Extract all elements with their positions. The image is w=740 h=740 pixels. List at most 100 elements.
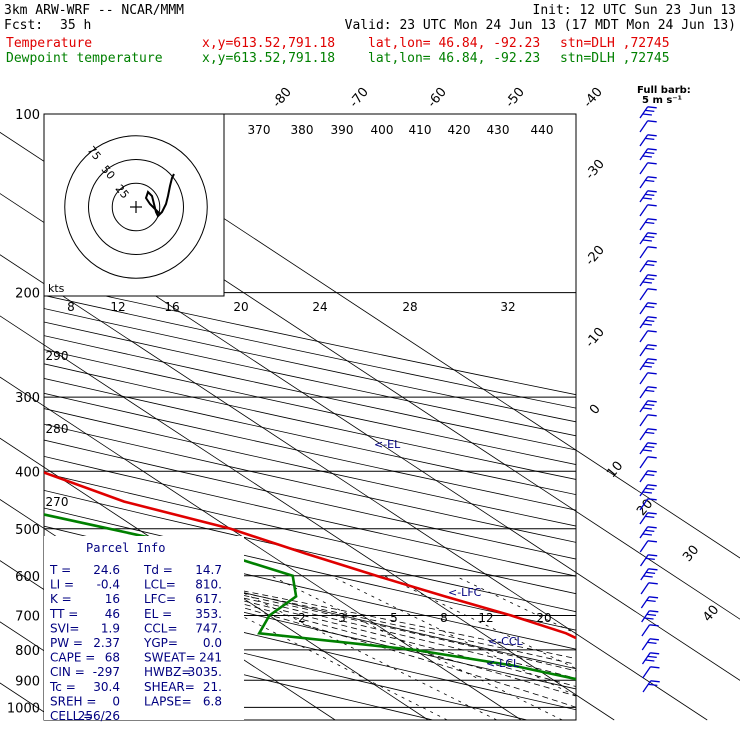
wind-barb-feather (642, 407, 652, 410)
wind-barb (639, 106, 649, 119)
wind-barb (641, 652, 651, 665)
parcel-field: SWEAT= (144, 651, 196, 665)
wind-barb-feather (645, 277, 655, 281)
theta-label: 280 (46, 422, 69, 436)
wind-barb (639, 204, 649, 217)
wind-barb-feather (647, 540, 658, 543)
parcel-field: CAPE = (50, 651, 95, 665)
wind-barb-feather (647, 414, 657, 417)
parcel-field: 6.8 (203, 694, 222, 708)
isotherm-label: -70 (347, 85, 372, 111)
wind-barb-feather (647, 484, 657, 487)
wind-barb (639, 442, 649, 455)
parcel-field: 1.9 (101, 621, 120, 635)
wind-barb-feather (645, 109, 655, 113)
temperature-trace (44, 471, 576, 640)
wind-barb (639, 484, 649, 497)
pressure-label-600: 600 (15, 570, 40, 585)
theta-label: 410 (409, 123, 432, 137)
wind-barb-feather (645, 403, 655, 407)
wind-barb-feather (647, 498, 657, 501)
parcel-field: SHEAR= (144, 680, 195, 694)
wind-barb (641, 638, 651, 651)
dry-adiabat (44, 335, 576, 451)
valid-time: Valid: 23 UTC Mon 24 Jun 13 (17 MDT Mon … (344, 18, 736, 33)
isotherm-label: 10 (604, 459, 626, 481)
parcel-field: -0.4 (97, 578, 120, 592)
mixing-ratio-line (270, 575, 563, 720)
dry-adiabat (44, 472, 576, 595)
moist-adiabats (44, 552, 576, 708)
wind-legend-value: 5 m s⁻¹ (642, 95, 682, 106)
pressure-label-100: 100 (15, 108, 40, 123)
wind-barb (639, 358, 649, 371)
parcel-field: 0 (112, 694, 120, 708)
dry-adiabat (44, 295, 576, 409)
model-title: 3km ARW-WRF -- NCAR/MMM (4, 3, 185, 18)
parcel-field: CELL = (50, 709, 93, 723)
temperature-latlon: lat,lon= 46.84, -92.23 (368, 36, 541, 51)
pressure-label-500: 500 (15, 523, 40, 538)
isotherm-label: -30 (583, 157, 608, 183)
wind-barb (642, 666, 651, 679)
isotherm-label: -10 (583, 325, 608, 351)
isotherm-label: -80 (270, 85, 295, 111)
hodograph-ring (64, 135, 208, 279)
wind-barb-feather (647, 288, 657, 291)
wind-barb-feather (644, 617, 654, 620)
parcel-field: 2.37 (93, 636, 120, 650)
wind-barb (639, 372, 649, 385)
wind-barb (639, 498, 649, 511)
parcel-info-panel: Parcel Info T = 24.6 Td = 14.7 LI = -0.4 LCL= 8… (44, 536, 244, 723)
dry-adiabat (44, 489, 576, 613)
dry-adiabat (44, 624, 433, 720)
wind-barb-feather (650, 666, 660, 669)
wind-barb (639, 414, 649, 427)
dry-adiabat (44, 455, 576, 577)
wind-barb-feather (647, 358, 657, 361)
hodograph-ring (88, 159, 184, 255)
isotherm-line (0, 376, 522, 721)
wind-barb (639, 470, 649, 483)
wind-barb-feather (648, 683, 658, 687)
wind-barb-feather (647, 232, 657, 235)
wind-barbs (639, 106, 660, 693)
dry-adiabat (44, 349, 576, 465)
parcel-field: 241 (199, 651, 222, 665)
parcel-field: 21. (203, 680, 222, 694)
wind-barb-feather (647, 400, 657, 403)
isotherm-label: -60 (425, 85, 450, 111)
parcel-field: SVI= (50, 621, 79, 635)
wind-barb (639, 274, 649, 287)
mixing-ratio-line (209, 575, 497, 720)
wind-barb-feather (642, 491, 652, 494)
wind-barb (639, 512, 649, 525)
mixing-ratio-low-label: 3 (338, 611, 346, 625)
dewpoint-latlon: lat,lon= 46.84, -92.23 (368, 51, 541, 66)
mixing-ratio-top-label: 8 (67, 300, 75, 314)
wind-barb (639, 218, 649, 231)
wind-barb-feather (645, 151, 655, 155)
wind-barb-feather (647, 372, 657, 375)
wind-barb-feather (645, 319, 655, 323)
el-marker: <-EL (374, 438, 401, 451)
wind-barb-feather (647, 344, 657, 347)
wind-barb-feather (647, 204, 657, 207)
dry-adiabat (44, 603, 528, 720)
parcel-field: LCL= (144, 578, 176, 592)
theta-label: 400 (371, 123, 394, 137)
wind-barb (641, 624, 651, 637)
parcel-field: K = (50, 592, 72, 606)
wind-barb (639, 120, 649, 133)
mixing-ratio-line (384, 575, 576, 669)
isotherm-line (0, 437, 429, 721)
wind-barb-feather (645, 659, 655, 662)
wind-barb (639, 148, 649, 161)
wind-barb (639, 540, 649, 553)
pressure-label-400: 400 (15, 465, 40, 480)
parcel-field: LAPSE= (144, 694, 192, 708)
wind-barb-feather (642, 323, 652, 326)
moist-adiabat (44, 554, 576, 708)
wind-barb (639, 260, 649, 273)
